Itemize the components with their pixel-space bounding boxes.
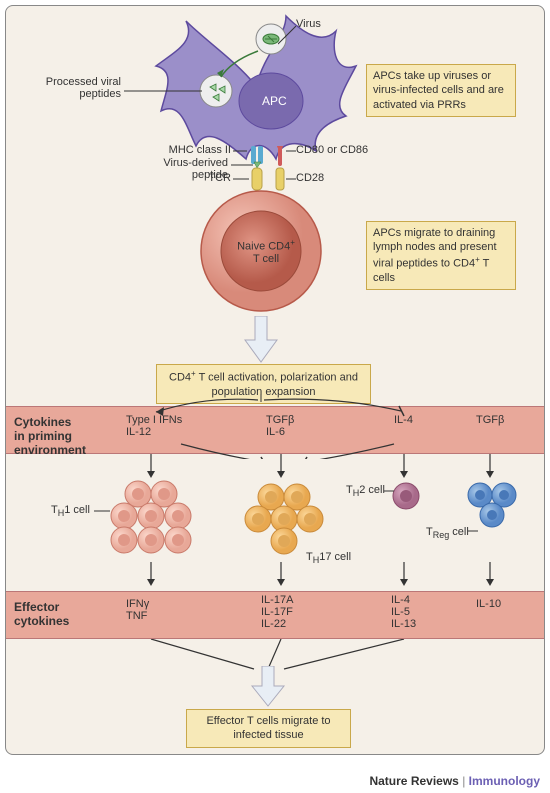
treg-ptr (468, 530, 478, 532)
th1-cluster (106, 478, 206, 568)
processed-peptides-label: Processed viral peptides (36, 76, 121, 100)
tcr-ptr (233, 178, 249, 180)
apc-label: APC (262, 94, 287, 108)
mhc-ptr (233, 150, 247, 152)
vdp-ptr (231, 164, 253, 166)
th17-cluster (241, 481, 331, 561)
th1-label: TH1 cell (51, 504, 90, 518)
th2-label: TH2 cell (346, 484, 385, 498)
cd28-ptr (286, 178, 296, 180)
figure-container: Virus Processed viral peptides APC APCs … (5, 5, 545, 755)
effector-band-label: Effectorcytokines (14, 600, 69, 628)
box-migrate: Effector T cells migrate to infected tis… (186, 709, 351, 748)
treg-label: TReg cell (426, 526, 469, 540)
box-apc-migrate: APCs migrate to draining lymph nodes and… (366, 221, 516, 290)
th2-cell (391, 481, 421, 514)
th2-ptr (384, 490, 394, 492)
col-arrows-bottom (6, 562, 545, 590)
cd80-label: CD80 or CD86 (296, 144, 368, 156)
eff-c3: IL-4IL-5IL-13 (391, 594, 416, 630)
virus-label: Virus (296, 18, 321, 30)
th1-ptr (94, 510, 110, 512)
processed-pointer (124, 86, 204, 96)
virus-pointer (278, 26, 296, 46)
priming-arrows (6, 394, 545, 459)
cd80-ptr (286, 150, 296, 152)
eff-c4: IL-10 (476, 598, 501, 610)
tcr-label: TCR (206, 172, 231, 184)
box-apc-uptake: APCs take up viruses or virus-infected c… (366, 64, 516, 117)
arrow-migrate (250, 666, 286, 708)
arrow-activation (243, 316, 279, 364)
mhc-label: MHC class II (161, 144, 231, 156)
naive-label: Naive CD4+T cell (231, 238, 301, 265)
cd28-label: CD28 (296, 172, 324, 184)
eff-c2: IL-17AIL-17FIL-22 (261, 594, 293, 630)
eff-c1: IFNγTNF (126, 598, 149, 622)
footer-credit: Nature Reviews | Immunology (369, 774, 540, 788)
